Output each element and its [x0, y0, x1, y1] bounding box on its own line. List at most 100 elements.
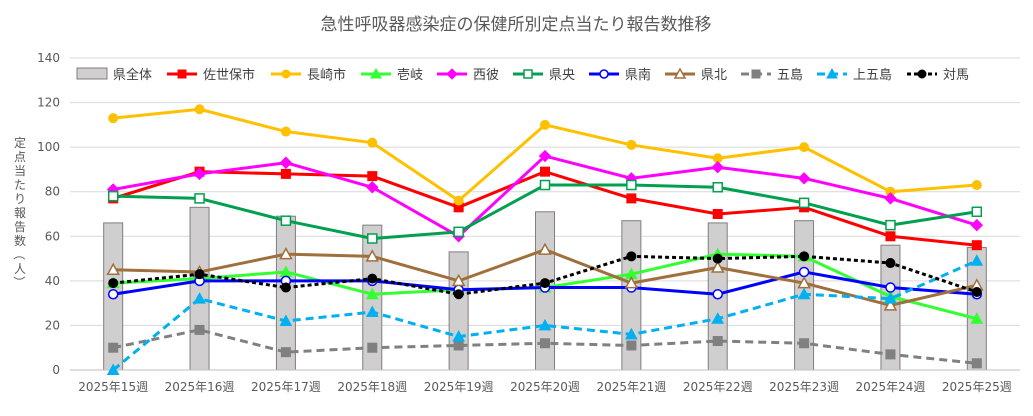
series-西彼 — [106, 149, 984, 243]
y-axis-label-char: 定 — [14, 135, 26, 150]
legend-label: 長崎市 — [307, 67, 346, 83]
data-point — [712, 336, 723, 347]
data-point — [367, 273, 378, 284]
data-point — [194, 104, 205, 115]
y-tick-label: 140 — [37, 51, 60, 65]
legend-item: 対馬 — [907, 68, 969, 83]
data-point — [626, 139, 637, 150]
data-point — [367, 137, 378, 148]
y-axis-label-char: （ — [12, 248, 26, 260]
legend-item: 県全体 — [76, 67, 152, 83]
data-point — [453, 289, 464, 300]
data-point — [367, 342, 378, 353]
data-point — [370, 67, 382, 79]
data-point — [280, 282, 291, 293]
data-point — [799, 142, 810, 153]
series-line — [112, 259, 978, 372]
x-tick-label: 2025年16週 — [165, 380, 235, 394]
bar — [189, 206, 210, 371]
bar — [275, 215, 296, 371]
data-point — [712, 253, 723, 264]
legend-label: 県央 — [549, 68, 575, 83]
x-tick-label: 2025年24週 — [856, 380, 926, 394]
data-point — [885, 258, 896, 269]
legend-label: 対馬 — [943, 68, 969, 83]
x-tick-label: 2025年22週 — [683, 380, 753, 394]
data-point — [885, 282, 896, 293]
series-県央 — [107, 179, 983, 244]
data-point — [538, 318, 552, 331]
legend-label: 上五島 — [853, 68, 892, 83]
data-point — [884, 292, 897, 304]
x-tick-label: 2025年25週 — [942, 380, 1012, 394]
legend-item: 佐世保市 — [167, 67, 255, 83]
data-point — [107, 288, 119, 300]
data-point — [884, 192, 897, 205]
data-point — [452, 330, 465, 342]
y-tick-label: 0 — [52, 363, 60, 377]
y-axis-label-char: 人 — [14, 262, 26, 276]
data-point — [799, 338, 810, 349]
data-point — [799, 251, 810, 262]
data-point — [885, 219, 896, 231]
data-point — [624, 276, 639, 289]
data-point — [540, 338, 550, 349]
data-point — [540, 166, 550, 177]
legend-item: 県北 — [665, 67, 727, 83]
data-point — [751, 69, 761, 79]
legend-label: 西彼 — [473, 68, 499, 83]
data-point — [599, 69, 609, 79]
legend-item: 県央 — [513, 68, 575, 83]
data-point — [540, 278, 550, 289]
legend-label: 壱岐 — [397, 68, 423, 83]
series-lines — [106, 104, 984, 375]
data-point — [971, 206, 983, 218]
series-上五島 — [106, 254, 984, 375]
data-point — [453, 195, 464, 206]
y-axis-label: 定点当たり報告数（ 人） — [12, 135, 26, 288]
data-point — [540, 119, 550, 130]
data-point — [106, 363, 120, 375]
legend-label: 五島 — [777, 68, 803, 83]
data-point — [366, 181, 379, 194]
data-point — [626, 179, 637, 191]
data-point — [970, 312, 984, 324]
data-point — [673, 67, 687, 79]
data-point — [108, 342, 119, 353]
data-point — [798, 197, 810, 209]
data-point — [194, 193, 205, 204]
data-point — [280, 126, 291, 137]
data-point — [797, 172, 811, 185]
data-point — [367, 233, 378, 244]
data-point — [711, 312, 725, 324]
data-point — [712, 182, 723, 193]
data-point — [885, 231, 896, 242]
data-point — [367, 171, 378, 182]
y-axis-label-char: ） — [12, 276, 26, 288]
y-axis-label-char: た — [14, 178, 26, 192]
x-tick-label: 2025年17週 — [251, 380, 321, 394]
chart-title: 急性呼吸器感染症の保健所別定点当たり報告数推移 — [321, 15, 712, 35]
y-tick-label: 80 — [45, 185, 60, 199]
y-axis-label-char: り — [14, 192, 26, 206]
axes: 0 20 40 60 80 100 120 140 2025年15週 2025年16週 2025年1… — [37, 51, 1020, 394]
data-point — [451, 273, 466, 287]
data-point — [710, 260, 725, 273]
data-point — [281, 69, 291, 79]
data-point — [193, 167, 206, 181]
data-point — [107, 190, 119, 202]
data-point — [523, 69, 533, 79]
data-point — [826, 67, 838, 79]
data-point — [971, 180, 982, 191]
data-point — [280, 347, 291, 358]
x-tick-label: 2025年21週 — [596, 380, 666, 394]
y-tick-label: 60 — [45, 229, 60, 243]
data-point — [971, 287, 982, 297]
legend: 県全体 佐世保市 長崎市 壱岐 西彼 県央 県南 県北 五島 上五島 対馬 — [76, 67, 969, 83]
data-point — [539, 179, 551, 191]
data-point — [883, 298, 898, 311]
legend-item: 県南 — [589, 67, 651, 83]
data-point — [538, 149, 552, 163]
series-対馬 — [108, 251, 982, 300]
